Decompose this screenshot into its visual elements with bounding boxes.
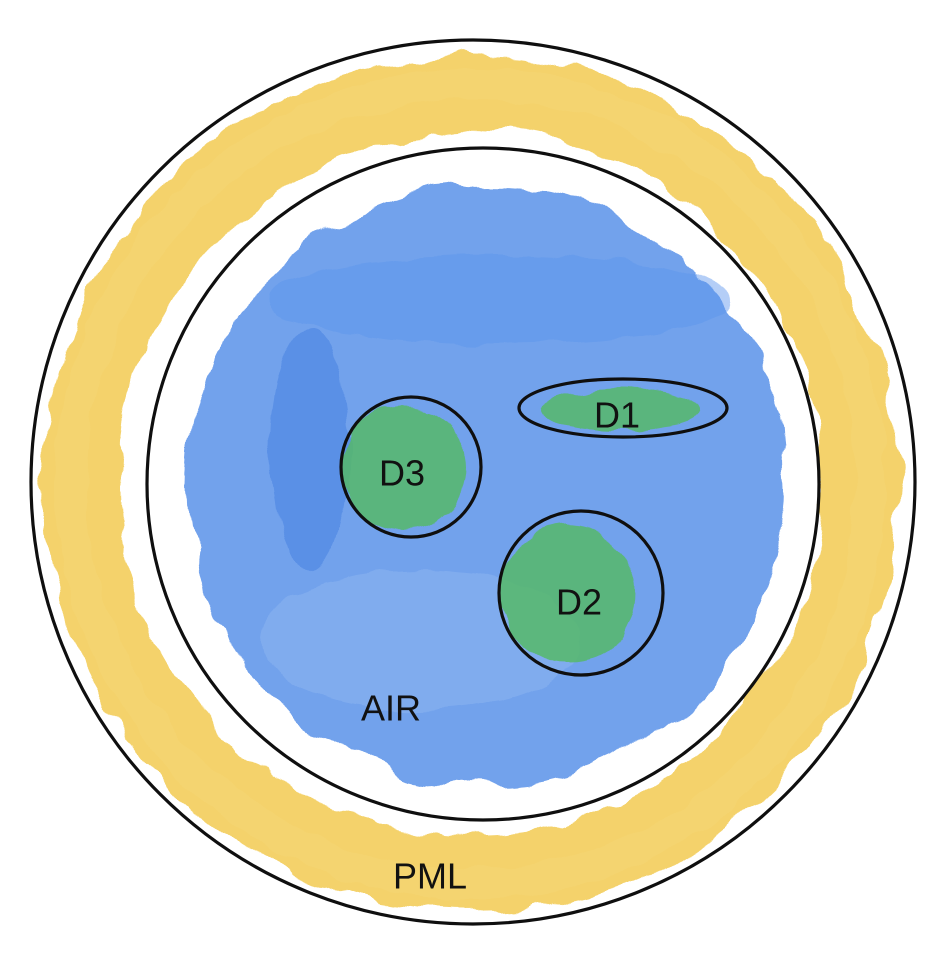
domain-d2-outline xyxy=(497,509,665,677)
domain-d2-label: D2 xyxy=(556,582,602,623)
domain-d3-outline xyxy=(339,395,483,539)
pml-region xyxy=(43,56,899,912)
air-label: AIR xyxy=(361,688,421,729)
domain-d2 xyxy=(497,509,665,677)
domain-d1-outline xyxy=(517,377,729,439)
domain-d1 xyxy=(517,377,729,439)
domain-d1-label: D1 xyxy=(594,395,640,436)
domain-d3 xyxy=(339,395,483,539)
air-region xyxy=(186,186,786,786)
domain-d3-label: D3 xyxy=(379,453,425,494)
air-pml-interface xyxy=(145,146,821,822)
pml-outer-boundary xyxy=(29,38,917,926)
pml-label: PML xyxy=(393,856,467,897)
